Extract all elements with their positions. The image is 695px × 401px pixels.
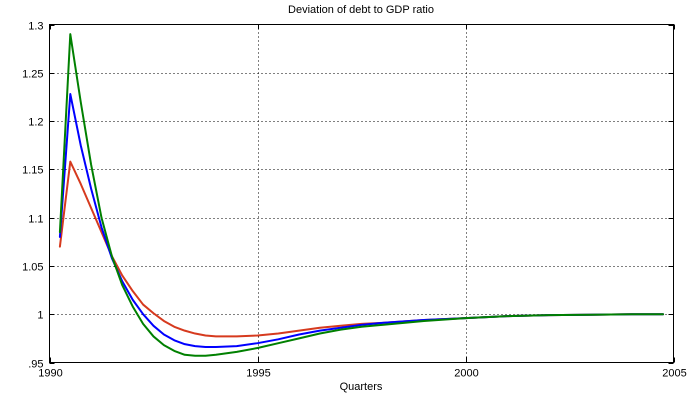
y-tick-label: 1.3: [28, 21, 43, 33]
y-tick-label: 1.1: [28, 214, 43, 226]
x-axis-label: Quarters: [340, 381, 383, 393]
x-tick-label: 1995: [246, 368, 270, 380]
y-tick-label: 1.15: [22, 165, 43, 177]
plot-area: [49, 24, 674, 363]
y-tick-label: .95: [28, 359, 43, 371]
chart-title: Deviation of debt to GDP ratio: [288, 4, 434, 16]
y-tick-label: 1: [37, 310, 43, 322]
x-axis: 1990 1995 2000 2005: [38, 24, 687, 380]
x-tick-label: 1990: [38, 368, 62, 380]
x-tick-label: 2000: [454, 368, 478, 380]
y-tick-label: 1.25: [22, 69, 43, 81]
y-axis: .95 1 1.05 1.1 1.15 1.2 1.25 1.3: [22, 21, 674, 371]
y-tick-label: 1.05: [22, 262, 43, 274]
series-group: [58, 33, 665, 357]
series-line-3: [58, 33, 665, 357]
plot-frame: [49, 24, 674, 363]
x-tick-label: 2005: [662, 368, 686, 380]
y-tick-label: 1.2: [28, 117, 43, 129]
